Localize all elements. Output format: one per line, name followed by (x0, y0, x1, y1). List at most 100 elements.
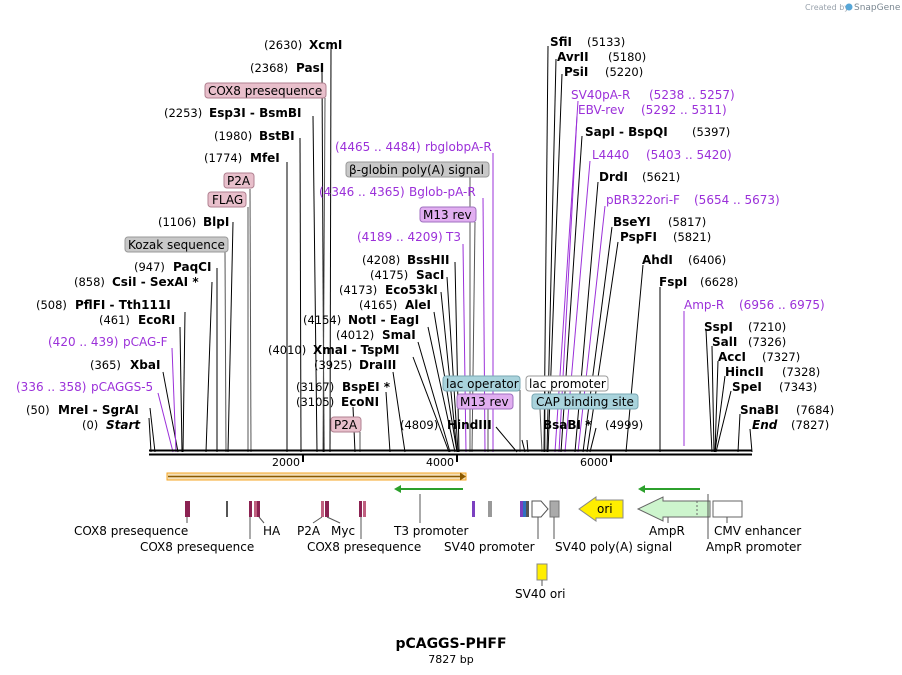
svg-text:(3925): (3925) (314, 358, 352, 372)
site-sspi: SspI (704, 320, 733, 334)
cox8-glyph-3 (359, 501, 362, 517)
site-noti: NotI - EagI (348, 313, 419, 327)
svg-text:(947): (947) (134, 260, 165, 274)
site-pasi: PasI (296, 61, 324, 75)
feature-cox8-3: COX8 presequence (307, 540, 421, 554)
site-blpi: BlpI (203, 215, 229, 229)
svg-text:(5292 .. 5311): (5292 .. 5311) (641, 103, 727, 117)
ori-arrow (578, 496, 624, 522)
box-beta-globin-polya: β-globin poly(A) signal (349, 163, 484, 177)
svg-text:(5180): (5180) (608, 50, 646, 64)
site-fspi: FspI (659, 275, 687, 289)
site-mrei: MreI - SgrAI (58, 403, 139, 417)
svg-text:(50): (50) (26, 403, 50, 417)
box-cap-binding-site: CAP binding site (536, 395, 634, 409)
svg-text:(6628): (6628) (700, 275, 738, 289)
svg-text:(7827): (7827) (791, 418, 829, 432)
site-sfii: SfiI (550, 35, 572, 49)
box-lac-operator: lac operator (446, 377, 519, 391)
enzyme-sites-left: (2630) XcmI (2368) PasI (2253) Esp3I - B… (26, 38, 342, 432)
site-eco53ki: Eco53kI (385, 283, 438, 297)
site-esp3i: Esp3I - BsmBI (209, 106, 302, 120)
site-paqci: PaqCI (173, 260, 211, 274)
svg-text:(420 .. 439): (420 .. 439) (48, 335, 118, 349)
primer-pcaggs-5: pCAGGS-5 (91, 380, 153, 394)
box-p2a-2: P2A (334, 418, 358, 432)
site-xcmi: XcmI (309, 38, 342, 52)
box-kozak-sequence: Kozak sequence (128, 238, 225, 252)
sv40-ori-glyph (536, 563, 548, 581)
site-end: End (752, 418, 778, 432)
site-ahdi: AhdI (642, 253, 673, 267)
primer-pcag-f: pCAG-F (123, 335, 168, 349)
svg-text:(5238 .. 5257): (5238 .. 5257) (649, 88, 735, 102)
orf-arrow (166, 472, 467, 481)
feature-cox8-2: COX8 presequence (140, 540, 254, 554)
primer-sv40pa-r: SV40pA-R (571, 88, 630, 102)
svg-text:(2368): (2368) (250, 61, 288, 75)
svg-text:(4189 .. 4209): (4189 .. 4209) (357, 230, 443, 244)
svg-text:(5654 .. 5673): (5654 .. 5673) (694, 193, 780, 207)
site-xbai: XbaI (130, 358, 160, 372)
box-m13-rev-1: M13 rev (423, 208, 472, 222)
primer-rbglobpa-r: rbglobpA-R (425, 140, 492, 154)
svg-text:(461): (461) (99, 313, 130, 327)
box-p2a-1: P2A (227, 174, 251, 188)
site-avrii: AvrII (557, 50, 589, 64)
svg-text:(4809): (4809) (400, 418, 438, 432)
svg-text:(5821): (5821) (673, 230, 711, 244)
svg-text:(7684): (7684) (796, 403, 834, 417)
bglobin-glyph (488, 501, 492, 517)
plasmid-name: pCAGGS-PHFF (395, 636, 506, 652)
svg-text:(336 .. 358): (336 .. 358) (16, 380, 86, 394)
backbone (149, 449, 752, 462)
svg-text:(7328): (7328) (782, 365, 820, 379)
svg-text:(4465 .. 4484): (4465 .. 4484) (335, 140, 421, 154)
svg-text:(4346 .. 4365): (4346 .. 4365) (319, 185, 405, 199)
feature-glyphs: ori (185, 496, 743, 581)
site-saci: SacI (416, 268, 444, 282)
site-ecori: EcoRI (138, 313, 175, 327)
site-mfei: MfeI (250, 151, 280, 165)
svg-text:(1980): (1980) (214, 129, 252, 143)
svg-text:(5403 .. 5420): (5403 .. 5420) (646, 148, 732, 162)
svg-text:(5621): (5621) (642, 170, 680, 184)
svg-text:(858): (858) (74, 275, 105, 289)
ruler-tick-4000: 4000 (426, 456, 454, 469)
svg-text:(5397): (5397) (692, 125, 730, 139)
svg-text:(4165): (4165) (359, 298, 397, 312)
svg-text:(1774): (1774) (204, 151, 242, 165)
svg-text:(2630): (2630) (264, 38, 302, 52)
primer-pbr322ori-f: pBR322ori-F (606, 193, 680, 207)
feature-cmv-enhancer: CMV enhancer (714, 524, 801, 538)
primer-bglob-pa-r: Bglob-pA-R (409, 185, 476, 199)
box-lac-promoter: lac promoter (529, 377, 606, 391)
sv40-polya-glyph (549, 500, 560, 518)
cmv-enhancer-glyph (712, 500, 743, 518)
site-draiii: DraIII (359, 358, 396, 372)
svg-text:(6406): (6406) (688, 253, 726, 267)
svg-text:(3105): (3105) (296, 395, 334, 409)
ampr-promoter-arrow (638, 485, 700, 493)
site-start: Start (106, 418, 141, 432)
svg-text:(6956 .. 6975): (6956 .. 6975) (739, 298, 825, 312)
svg-text:(3167): (3167) (296, 380, 334, 394)
site-acci: AccI (718, 350, 746, 364)
svg-text:(7326): (7326) (748, 335, 786, 349)
svg-text:(365): (365) (90, 358, 121, 372)
svg-text:(4154): (4154) (303, 313, 341, 327)
feature-sv40-ori: SV40 ori (515, 587, 566, 601)
site-alei: AleI (405, 298, 431, 312)
site-xmai: XmaI - TspMI (313, 343, 399, 357)
snapgene-logo-icon (845, 3, 853, 11)
feature-t3-promoter: T3 promoter (393, 524, 469, 538)
svg-text:(7210): (7210) (748, 320, 786, 334)
svg-text:(5133): (5133) (587, 35, 625, 49)
svg-text:(5817): (5817) (668, 215, 706, 229)
site-bspei: BspEI * (342, 380, 391, 394)
plasmid-length: 7827 bp (428, 653, 473, 666)
site-bsshii: BssHII (407, 253, 449, 267)
site-econi: EcoNI (341, 395, 379, 409)
svg-text:(4175): (4175) (370, 268, 408, 282)
